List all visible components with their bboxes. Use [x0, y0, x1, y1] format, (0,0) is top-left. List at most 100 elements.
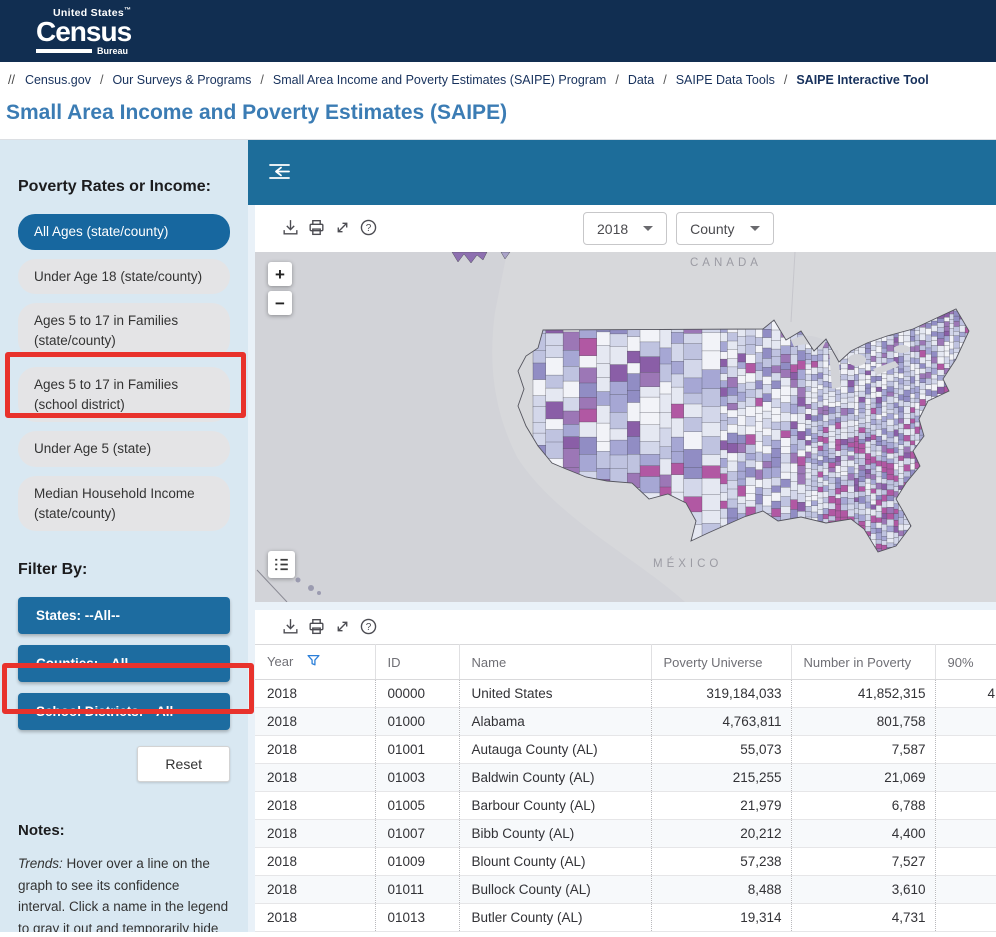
zoom-in-button[interactable]: +: [268, 262, 292, 286]
measure-under-age-5-state[interactable]: Under Age 5 (state): [18, 431, 230, 467]
table-row[interactable]: 2018 01003 Baldwin County (AL) 215,255 21,06…: [255, 763, 996, 792]
table-row[interactable]: 2018 01011 Bullock County (AL) 8,488 3,610: [255, 875, 996, 904]
cell-number-in-poverty: 4,731: [790, 903, 935, 932]
cell-id: 01005: [374, 791, 459, 820]
cell-year: 2018: [267, 714, 298, 729]
cell-id: 01007: [374, 819, 459, 848]
cell-id: 01013: [374, 903, 459, 932]
cell-poverty-universe: 20,212: [650, 819, 791, 848]
cell-90: [934, 707, 996, 736]
breadcrumb: //Census.gov / Our Surveys & Programs / Smal…: [0, 62, 996, 95]
filter-states-all[interactable]: States: --All--: [18, 597, 230, 635]
table-row[interactable]: 2018 01005 Barbour County (AL) 21,979 6,788: [255, 791, 996, 820]
year-dropdown[interactable]: 2018: [583, 212, 668, 245]
notes-paragraph: Trends: Hover over a line on the graph t…: [18, 856, 229, 932]
cell-90: [934, 847, 996, 876]
geography-dropdown-value: County: [690, 220, 735, 237]
cell-poverty-universe: 215,255: [650, 763, 791, 792]
download-icon[interactable]: [281, 218, 300, 237]
breadcrumb-separator: /: [663, 73, 667, 87]
cell-id: 01003: [374, 763, 459, 792]
filter-list: States: --All-- Counties: --All-- School D…: [18, 597, 230, 731]
cell-90: [934, 735, 996, 764]
year-filter-icon[interactable]: [307, 654, 320, 670]
breadcrumb-item-saipe-data-tools[interactable]: SAIPE Data Tools: [675, 73, 775, 87]
reset-button[interactable]: Reset: [137, 746, 230, 783]
sidebar: Poverty Rates or Income: All Ages (state…: [0, 140, 248, 932]
column-header-year[interactable]: Year: [255, 644, 375, 680]
table-row[interactable]: 2018 01000 Alabama 4,763,811 801,758: [255, 707, 996, 736]
table-row[interactable]: 2018 01009 Blount County (AL) 57,238 7,527: [255, 847, 996, 876]
breadcrumb-item-data[interactable]: Data: [627, 73, 655, 87]
main-panel: ? 2018 County: [248, 140, 996, 932]
help-icon[interactable]: ?: [359, 617, 378, 636]
column-header-name[interactable]: Name: [458, 644, 651, 680]
column-header-poverty-universe[interactable]: Poverty Universe: [650, 644, 791, 680]
data-table: Year ID Name Poverty Universe Number in Pove…: [255, 644, 996, 932]
expand-icon[interactable]: [333, 617, 352, 636]
help-icon[interactable]: ?: [359, 218, 378, 237]
map-card: ? 2018 County: [255, 205, 996, 602]
column-header-90[interactable]: 90%: [934, 644, 996, 680]
table-row[interactable]: 2018 01007 Bibb County (AL) 20,212 4,400: [255, 819, 996, 848]
cell-90: [934, 875, 996, 904]
cell-name: Bibb County (AL): [458, 819, 651, 848]
cell-year: 2018: [267, 826, 298, 841]
geography-dropdown[interactable]: County: [676, 212, 774, 245]
breadcrumb-item-our-surveys-programs[interactable]: Our Surveys & Programs: [112, 73, 252, 87]
map-canvas[interactable]: CANADA MÉXICO + −: [255, 252, 996, 602]
measure-ages-5-to-17-in-families-state-county[interactable]: Ages 5 to 17 in Families (state/county): [18, 303, 230, 359]
cell-number-in-poverty: 3,610: [790, 875, 935, 904]
cell-poverty-universe: 21,979: [650, 791, 791, 820]
print-icon[interactable]: [307, 218, 326, 237]
breadcrumb-separator: /: [783, 73, 788, 87]
cell-year: 2018: [267, 686, 298, 701]
cell-year: 2018: [267, 910, 298, 925]
table-toolbar: ?: [255, 610, 996, 644]
us-border: [517, 308, 970, 553]
measure-median-household-income-state-county[interactable]: Median Household Income (state/county): [18, 475, 230, 532]
filter-counties-all[interactable]: Counties: --All--: [18, 645, 230, 683]
page-title: Small Area Income and Poverty Estimates …: [0, 95, 996, 140]
cell-90: [934, 791, 996, 820]
table-card: ? Year ID Name Poverty Universe Number in Po…: [255, 610, 996, 932]
breadcrumb-item-census-gov[interactable]: Census.gov: [24, 73, 91, 87]
cell-year: 2018: [267, 882, 298, 897]
logo-census: Census: [36, 16, 132, 47]
cell-poverty-universe: 319,184,033: [650, 679, 791, 708]
choropleth-map[interactable]: CANADA MÉXICO: [255, 252, 996, 602]
download-icon[interactable]: [281, 617, 300, 636]
cell-id: 00000: [374, 679, 459, 708]
logo-trademark: ™: [124, 7, 132, 14]
measures-heading: Poverty Rates or Income:: [18, 178, 211, 195]
alaska-fragment: [451, 252, 488, 264]
breadcrumb-item-saipe-interactive-tool[interactable]: SAIPE Interactive Tool: [796, 73, 929, 87]
cell-year: 2018: [267, 770, 298, 785]
table-row[interactable]: 2018 01001 Autauga County (AL) 55,073 7,587: [255, 735, 996, 764]
measure-ages-5-to-17-in-families-school-district[interactable]: Ages 5 to 17 in Families (school distric…: [18, 367, 230, 423]
column-header-number-in-poverty[interactable]: Number in Poverty: [790, 644, 935, 680]
cell-number-in-poverty: 21,069: [790, 763, 935, 792]
logo-united-states: United States: [53, 7, 124, 19]
notes-heading: Notes:: [18, 822, 65, 840]
cell-name: Barbour County (AL): [458, 791, 651, 820]
census-logo[interactable]: United States™ Census Bureau: [36, 7, 146, 56]
measure-under-age-18-state-county[interactable]: Under Age 18 (state/county): [18, 258, 230, 295]
cell-90: [934, 763, 996, 792]
table-row[interactable]: 2018 00000 United States 319,184,033 41,852,…: [255, 679, 996, 708]
expand-icon[interactable]: [333, 218, 352, 237]
table-row[interactable]: 2018 01013 Butler County (AL) 19,314 4,731: [255, 903, 996, 932]
collapse-sidebar-icon[interactable]: [264, 160, 294, 186]
column-header-id[interactable]: ID: [374, 644, 459, 680]
chevron-down-icon: [749, 226, 760, 231]
measure-all-ages-state-county[interactable]: All Ages (state/county): [18, 214, 230, 250]
zoom-out-button[interactable]: −: [268, 291, 292, 315]
legend-button[interactable]: [268, 551, 295, 578]
cell-number-in-poverty: 801,758: [790, 707, 935, 736]
measure-list: All Ages (state/county) Under Age 18 (sta…: [18, 214, 230, 532]
cell-poverty-universe: 55,073: [650, 735, 791, 764]
filter-school-districts-all[interactable]: School Districts: --All--: [18, 693, 230, 731]
breadcrumb-item-small-area-income-and-poverty-estimates-saipe-program[interactable]: Small Area Income and Poverty Estimates …: [272, 73, 607, 87]
print-icon[interactable]: [307, 617, 326, 636]
cell-90: [934, 903, 996, 932]
